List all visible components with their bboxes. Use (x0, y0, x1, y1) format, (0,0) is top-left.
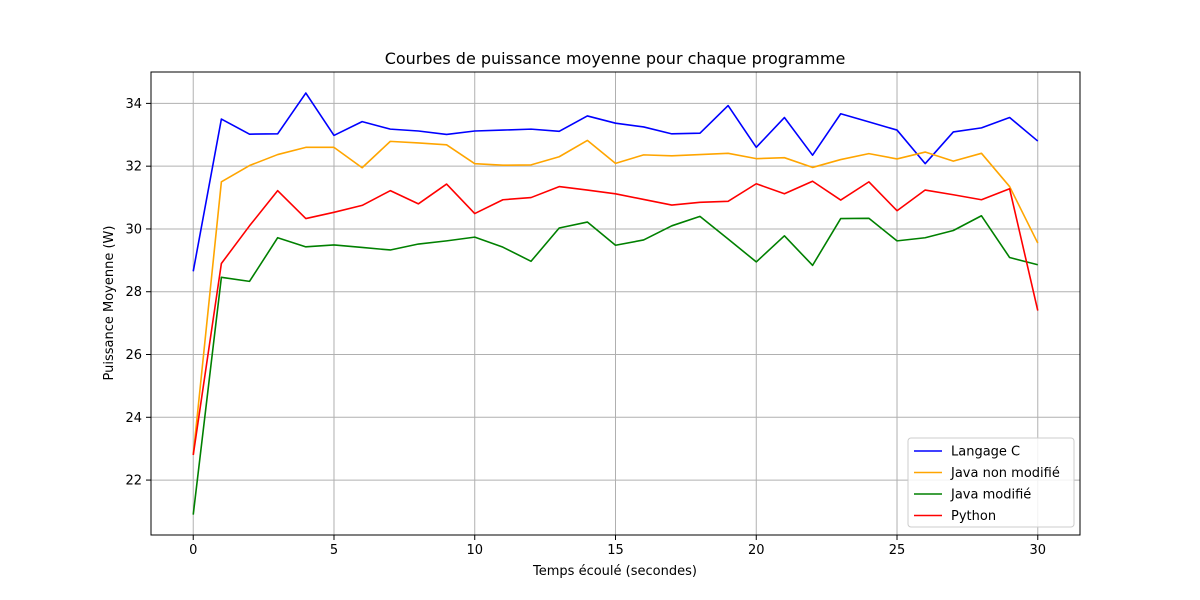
grid (151, 72, 1080, 535)
y-tick-label: 32 (125, 160, 142, 175)
x-tick-label: 5 (330, 543, 338, 558)
series-line-python (192, 180, 1039, 456)
y-tick-label: 22 (125, 474, 142, 489)
y-tick-label: 24 (125, 411, 142, 426)
y-tick-label: 28 (125, 285, 142, 300)
legend-label: Python (951, 509, 996, 524)
x-tick-label: 20 (748, 543, 765, 558)
x-tick-label: 10 (466, 543, 483, 558)
y-tick-label: 30 (125, 222, 142, 237)
legend-label: Java non modifié (950, 466, 1060, 481)
x-axis-ticks: 0 5 10 15 20 25 30 (189, 535, 1046, 558)
x-axis-title: Temps écoulé (secondes) (532, 564, 697, 579)
y-axis-ticks: 22 24 26 28 30 32 34 (125, 97, 151, 489)
y-tick-label: 34 (125, 97, 142, 112)
series-line-java-non-modifi (192, 139, 1039, 456)
series-group (192, 92, 1039, 515)
x-tick-label: 15 (607, 543, 624, 558)
y-axis-title: Puissance Moyenne (W) (102, 226, 117, 381)
chart-title: Courbes de puissance moyenne pour chaque… (385, 49, 846, 68)
y-tick-label: 26 (125, 348, 142, 363)
legend-box (907, 437, 1075, 528)
legend-label: Java modifié (950, 488, 1031, 503)
series-line-java-modifi (192, 214, 1038, 515)
series-line-langage-c (192, 92, 1039, 272)
legend: Langage C Java non modifié Java modifié Pyt… (907, 437, 1075, 528)
x-tick-label: 0 (189, 543, 197, 558)
x-tick-label: 30 (1029, 543, 1046, 558)
legend-label: Langage C (951, 445, 1020, 460)
x-tick-label: 25 (889, 543, 906, 558)
